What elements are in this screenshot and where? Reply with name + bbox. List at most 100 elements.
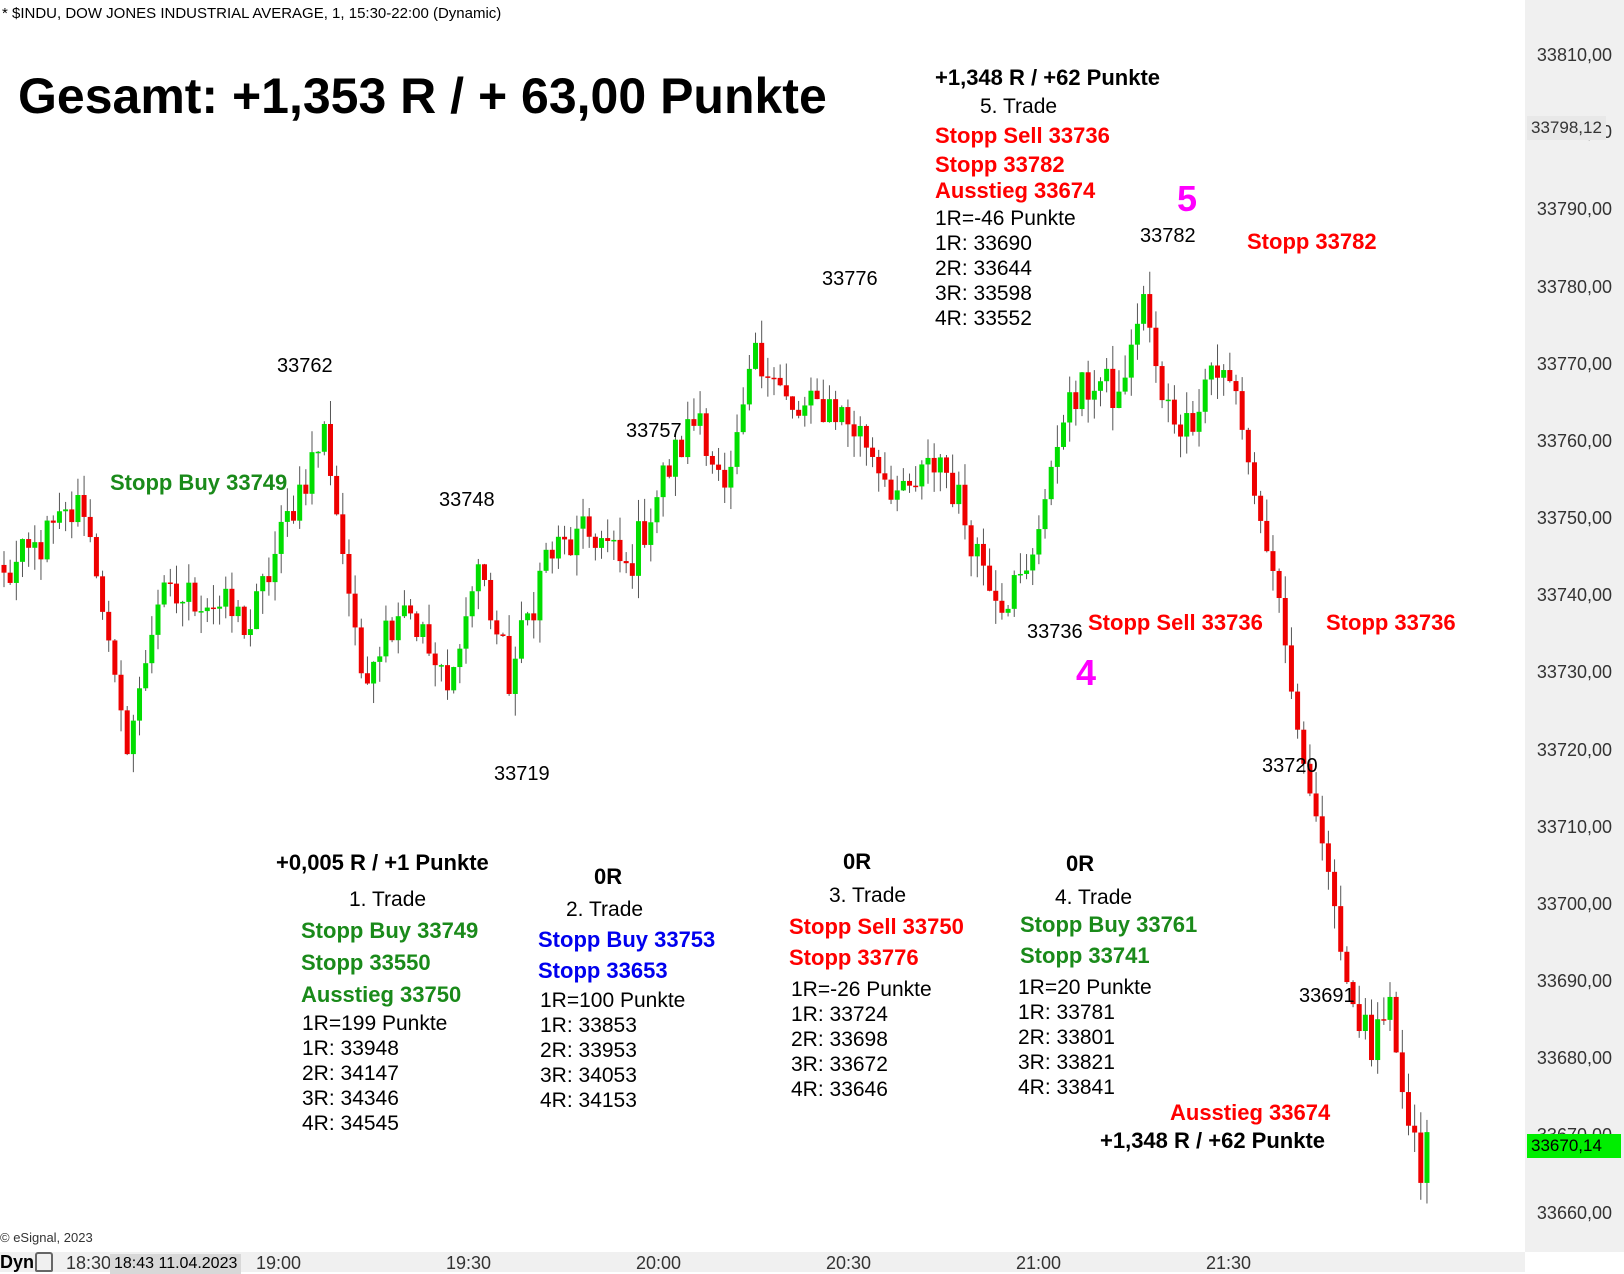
annotation-stopp-buy-left: Stopp Buy 33749 <box>110 470 288 495</box>
y-tick-label: 33790,00 <box>1536 199 1612 220</box>
trade-1-order-1: Stopp Buy 33749 <box>301 918 479 943</box>
candle-body <box>968 525 974 557</box>
candle-body <box>291 511 297 521</box>
candle-body <box>562 536 568 540</box>
candle-body <box>1276 570 1282 599</box>
candle-body <box>463 616 469 649</box>
candle-body <box>7 572 13 583</box>
candle-body <box>1110 368 1116 408</box>
candle-body <box>1424 1132 1430 1183</box>
candle-body <box>420 624 426 637</box>
y-tick-label: 33710,00 <box>1536 816 1612 837</box>
trade-5-order-2: Stopp 33782 <box>935 152 1065 177</box>
candle-body <box>1079 372 1085 410</box>
candle-body <box>943 457 949 473</box>
trade-4-name: 4. Trade <box>1055 886 1133 909</box>
trade-2-level-1: 1R=100 Punkte <box>540 989 686 1012</box>
candle-body <box>1042 499 1048 530</box>
candle-body <box>913 485 919 488</box>
candle-body <box>229 588 235 617</box>
candle-body <box>19 539 25 562</box>
candle-body <box>112 640 118 675</box>
candle-body <box>1338 906 1344 952</box>
candle-body <box>1288 645 1294 692</box>
x-axis-panel <box>0 1252 1525 1272</box>
candle-body <box>272 553 278 583</box>
chart-title: * $INDU, DOW JONES INDUSTRIAL AVERAGE, 1… <box>2 5 502 22</box>
candle-body <box>173 583 179 604</box>
candle-body <box>586 516 592 537</box>
candle-body <box>44 520 50 560</box>
candle-body <box>531 613 537 621</box>
candle-body <box>1091 390 1097 400</box>
candle-body <box>1239 391 1245 430</box>
candle-body <box>426 624 432 654</box>
y-tick-label: 33690,00 <box>1536 971 1612 992</box>
x-cursor-box: 18:43 11.04.2023 <box>110 1254 242 1274</box>
candle-body <box>1418 1132 1424 1183</box>
y-tick-label: 33770,00 <box>1536 353 1612 374</box>
candle-body <box>87 516 93 538</box>
candle-body <box>611 539 617 542</box>
candle-body <box>1122 377 1128 392</box>
candle-body <box>796 409 802 416</box>
x-tick-label: 20:00 <box>636 1253 682 1273</box>
candle-body <box>789 396 795 410</box>
candle-body <box>863 425 869 448</box>
candle-body <box>1141 294 1147 324</box>
candle-body <box>974 543 980 557</box>
candle-body <box>931 457 937 473</box>
candle-body <box>1005 608 1011 613</box>
candle-body <box>1295 691 1301 730</box>
candle-body <box>63 509 69 512</box>
trade-3-block: 0R 3. Trade Stopp Sell 33750 Stopp 33776… <box>789 849 964 1102</box>
candle-body <box>999 600 1005 613</box>
candle-body <box>50 520 56 523</box>
trade-2-level-3: 2R: 33953 <box>540 1039 637 1062</box>
trade-2-order-2: Stopp 33653 <box>538 958 668 983</box>
candle-body <box>876 456 882 474</box>
lock-icon[interactable] <box>35 1252 53 1272</box>
candle-body <box>543 549 549 571</box>
trade-2-level-2: 1R: 33853 <box>540 1014 637 1037</box>
point-label-33720: 33720 <box>1262 755 1318 777</box>
y-tick-label: 33740,00 <box>1536 585 1612 606</box>
candle-body <box>845 407 851 425</box>
candle-body <box>919 464 925 487</box>
candle-body <box>907 480 913 486</box>
candle-body <box>38 542 44 560</box>
candle-body <box>1344 951 1350 983</box>
candle-body <box>93 537 99 577</box>
candle-body <box>1036 529 1042 555</box>
candle-body <box>654 497 660 523</box>
trade-4-order-1: Stopp Buy 33761 <box>1020 912 1198 937</box>
copyright: © eSignal, 2023 <box>0 1230 93 1245</box>
candle-body <box>488 579 494 621</box>
candle-body <box>549 549 555 559</box>
y-tick-label: 33750,00 <box>1536 508 1612 529</box>
y-tick-label: 33810,00 <box>1536 45 1612 66</box>
candle-body <box>679 439 685 458</box>
annotation-ausstieg-bottom: Ausstieg 33674 <box>1170 1100 1331 1125</box>
candle-body <box>451 667 457 691</box>
candle-body <box>1011 575 1017 609</box>
candle-body <box>266 576 272 583</box>
candle-body <box>1048 466 1054 500</box>
trade-4-block: 0R 4. Trade Stopp Buy 33761 Stopp 33741 … <box>1018 851 1197 1100</box>
x-tick-1830: 18:30 <box>66 1253 112 1273</box>
annotation-stopp-right-mid: Stopp 33736 <box>1326 610 1456 635</box>
candle-body <box>746 368 752 405</box>
candle-body <box>75 495 81 523</box>
candle-body <box>857 425 863 437</box>
candle-body <box>1067 392 1073 423</box>
candle-body <box>1030 554 1036 571</box>
trade-4-result: 0R <box>1066 851 1095 876</box>
trade-3-name: 3. Trade <box>829 884 907 907</box>
candle-body <box>1153 327 1159 367</box>
y-tick-label: 33680,00 <box>1536 1048 1612 1069</box>
candle-body <box>642 521 648 545</box>
trade-5-block: +1,348 R / +62 Punkte 5. Trade Stopp Sel… <box>935 65 1160 331</box>
candle-body <box>167 582 173 585</box>
candle-body <box>254 591 260 630</box>
